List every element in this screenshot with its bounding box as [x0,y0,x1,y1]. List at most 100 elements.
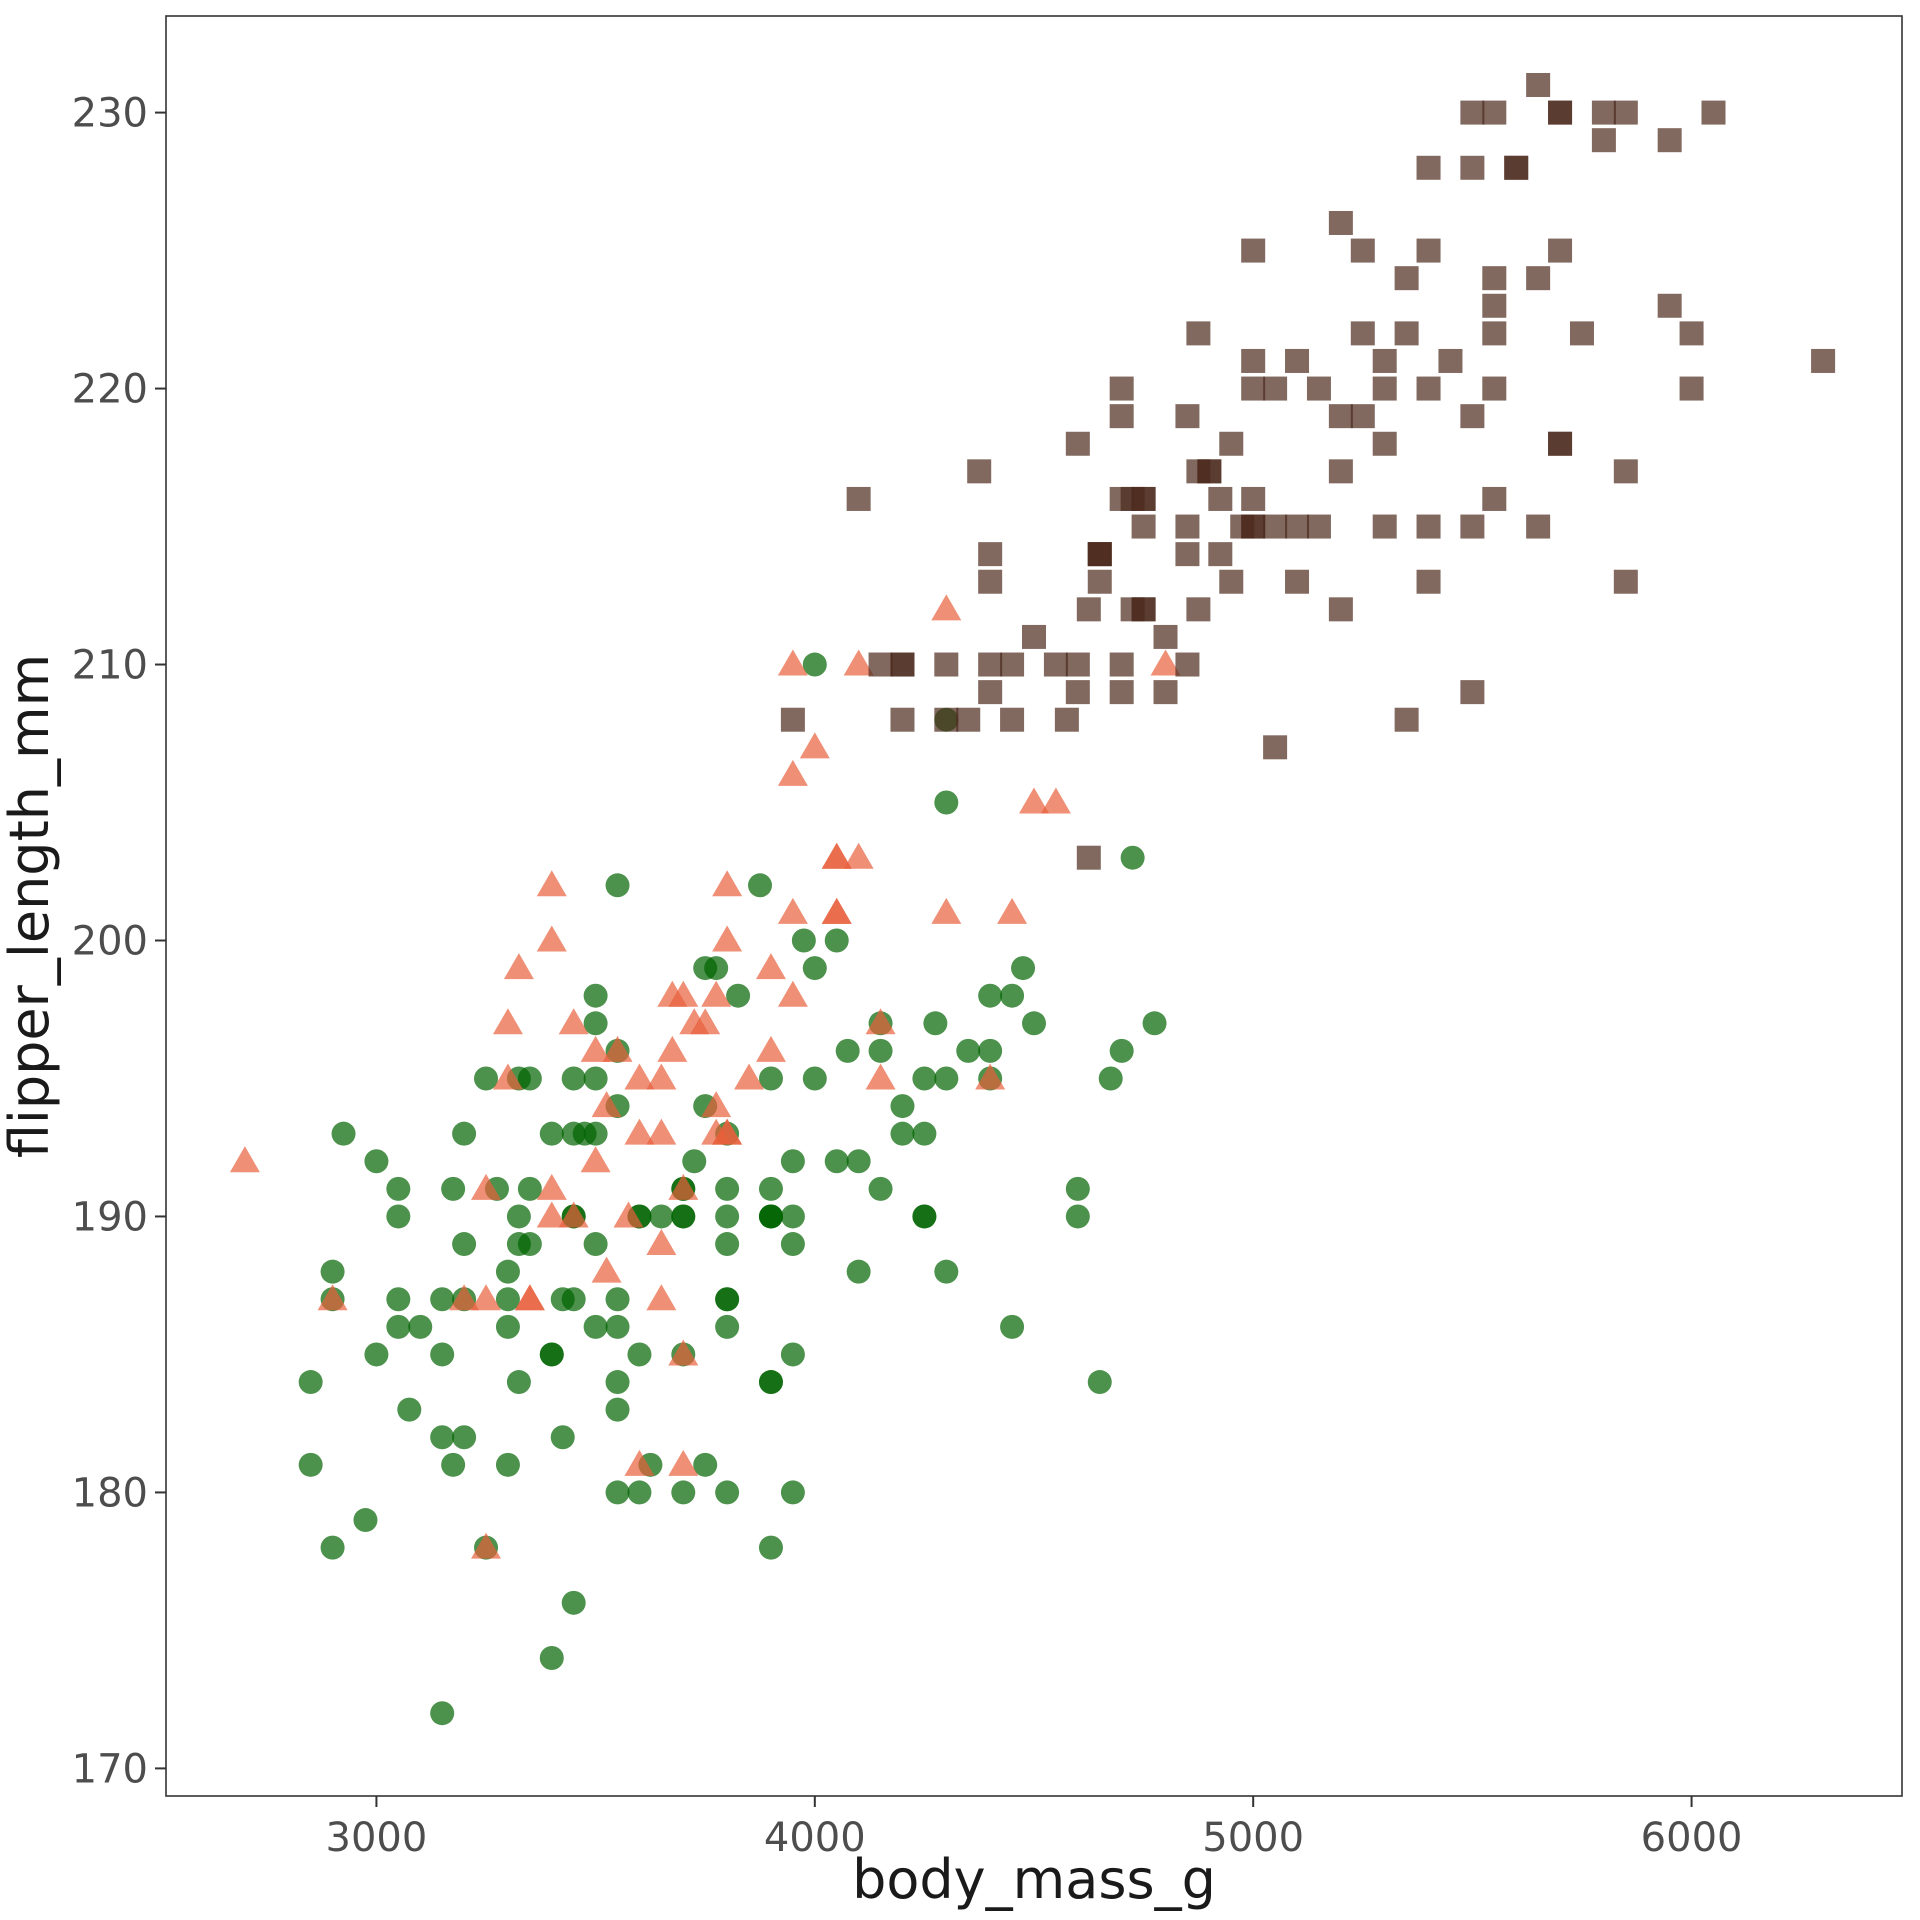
circle-point [923,1011,948,1036]
circle-point [1109,1038,1134,1063]
circle-point [758,1370,783,1395]
triangle-point [492,1008,523,1035]
square-point [1306,376,1331,401]
triangle-point [931,897,962,924]
square-point [978,680,1003,705]
square-point [1548,431,1573,456]
circle-point [715,1204,740,1229]
square-point [1109,404,1134,429]
triangle-point [668,1173,699,1200]
triangle-point [558,1008,589,1035]
square-point [1460,514,1485,539]
circle-point [397,1397,422,1422]
square-point [1504,155,1529,180]
square-point [978,652,1003,677]
circle-point [1065,1176,1090,1201]
square-point [1153,624,1178,649]
x-axis-ticks: 3000 4000 5000 6000 [326,1796,1743,1861]
circle-point [1087,1370,1112,1395]
square-point [1285,514,1310,539]
y-tick-label: 170 [72,1746,148,1792]
square-point [1416,155,1441,180]
circle-point [1000,1314,1025,1339]
circle-point [912,1066,937,1091]
triangle-point [668,1449,699,1476]
circle-point [726,983,751,1008]
x-tick-label: 6000 [1641,1815,1743,1861]
circle-point [934,790,959,815]
square-point [1482,486,1507,511]
triangle-point [799,732,830,759]
square-point [1482,376,1507,401]
triangle-point [865,1063,896,1090]
triangle-point [591,1256,622,1283]
circle-point [364,1342,389,1367]
circle-point [956,1038,981,1063]
y-axis-title: flipper_length_mm [0,654,61,1158]
circle-point [715,1314,740,1339]
square-point [1065,431,1090,456]
circle-point [386,1176,411,1201]
triangle-point [843,649,874,676]
circle-point [1142,1011,1167,1036]
square-point [1285,348,1310,373]
circle-point [441,1452,466,1477]
y-tick-label: 230 [72,91,148,137]
circle-point [605,1480,630,1505]
circle-point [627,1342,652,1367]
circle-point [824,1149,849,1174]
circle-point [748,873,773,898]
square-point [1120,486,1145,511]
square-point [1438,348,1463,373]
triangle-point [821,842,852,869]
circle-point [715,1232,740,1257]
triangle-point [777,649,808,676]
circle-point [693,1452,718,1477]
circle-point [506,1232,531,1257]
circle-point [452,1121,477,1146]
circle-point [758,1535,783,1560]
circle-point [1065,1204,1090,1229]
square-point [1186,597,1211,622]
circle-point [890,1094,915,1119]
square-point [1548,100,1573,125]
triangle-point [580,1035,611,1062]
triangle-point [317,1284,348,1311]
circle-point [934,1259,959,1284]
triangle-point [1040,787,1071,814]
circle-point [978,1038,1003,1063]
square-point [1482,293,1507,318]
square-point [1394,321,1419,346]
triangle-point [624,1118,655,1145]
circle-point [583,1066,608,1091]
triangle-point [591,1091,622,1118]
circle-point [430,1425,455,1450]
triangle-point [471,1173,502,1200]
circle-point [780,1204,805,1229]
square-point [1219,431,1244,456]
square-point [1657,293,1682,318]
square-point [1175,542,1200,567]
square-point [1131,597,1156,622]
square-point [1460,680,1485,705]
triangle-point [613,1201,644,1228]
square-point [1679,321,1704,346]
square-point [1613,100,1638,125]
square-point [1372,376,1397,401]
circle-series [298,652,1167,1726]
triangle-point [701,1091,732,1118]
square-point [1065,652,1090,677]
square-point [967,459,992,484]
square-point [1328,597,1353,622]
triangle-point [646,1118,677,1145]
circle-point [824,928,849,953]
triangle-point [997,897,1028,924]
square-point [1241,486,1266,511]
circle-point [780,1149,805,1174]
square-point [1087,542,1112,567]
triangle-point [712,925,743,952]
triangle-point [1019,787,1049,814]
circle-point [605,1287,630,1312]
circle-point [802,1066,827,1091]
square-point [1416,569,1441,594]
